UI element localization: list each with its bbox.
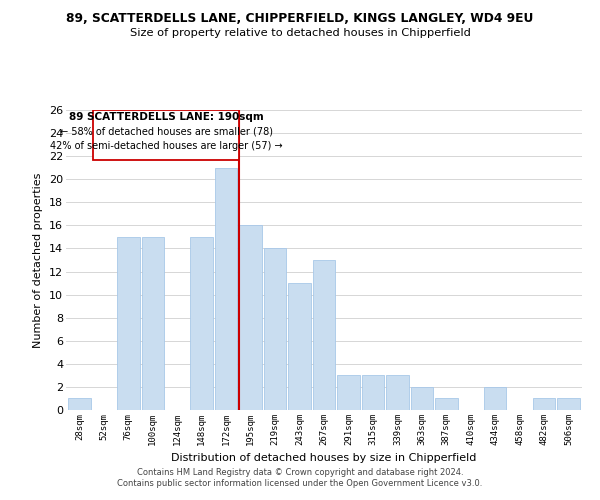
X-axis label: Distribution of detached houses by size in Chipperfield: Distribution of detached houses by size … [172,454,476,464]
Y-axis label: Number of detached properties: Number of detached properties [34,172,43,348]
Bar [142,237,164,410]
Bar [215,168,238,410]
Bar [117,237,140,410]
Bar [484,387,506,410]
Text: Size of property relative to detached houses in Chipperfield: Size of property relative to detached ho… [130,28,470,38]
Bar [386,376,409,410]
Text: 42% of semi-detached houses are larger (57) →: 42% of semi-detached houses are larger (… [50,140,283,150]
Bar [239,226,262,410]
Bar [337,376,360,410]
Bar [533,398,556,410]
Text: ← 58% of detached houses are smaller (78): ← 58% of detached houses are smaller (78… [59,126,272,136]
Text: Contains HM Land Registry data © Crown copyright and database right 2024.
Contai: Contains HM Land Registry data © Crown c… [118,468,482,487]
Bar [190,237,213,410]
Bar [362,376,384,410]
Text: 89 SCATTERDELLS LANE: 190sqm: 89 SCATTERDELLS LANE: 190sqm [68,112,263,122]
Bar [313,260,335,410]
Bar [410,387,433,410]
Bar [435,398,458,410]
Bar [288,283,311,410]
Bar [264,248,286,410]
Bar [557,398,580,410]
FancyBboxPatch shape [93,110,239,160]
Bar [68,398,91,410]
Text: 89, SCATTERDELLS LANE, CHIPPERFIELD, KINGS LANGLEY, WD4 9EU: 89, SCATTERDELLS LANE, CHIPPERFIELD, KIN… [67,12,533,26]
